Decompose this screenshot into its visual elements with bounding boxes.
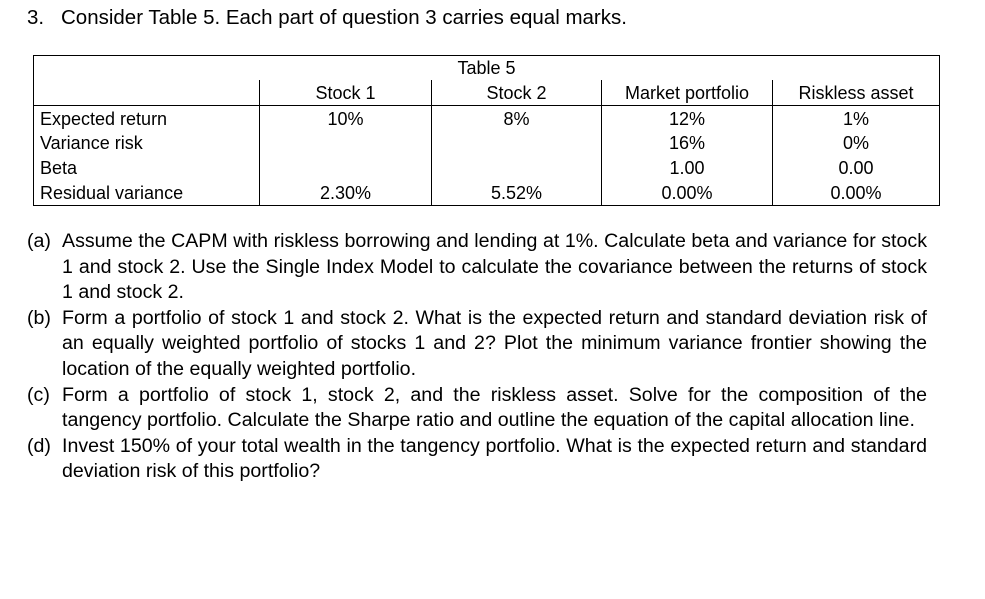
table-row-expected-return: Expected return 10% 8% 12% 1%: [33, 105, 941, 131]
table-cell: 0.00%: [601, 180, 773, 206]
table-cell: [259, 130, 432, 156]
table-cell: 10%: [259, 105, 432, 131]
table-cell: 0%: [771, 130, 941, 156]
part-text: Form a portfolio of stock 1, stock 2, an…: [62, 383, 927, 432]
part-a: (a) Assume the CAPM with riskless borrow…: [27, 229, 927, 306]
question-parts: (a) Assume the CAPM with riskless borrow…: [27, 229, 927, 485]
table-cell: 16%: [601, 130, 773, 156]
row-label: Residual variance: [33, 180, 260, 206]
part-marker: (d): [27, 434, 51, 457]
column-header-stock-2: Stock 2: [431, 80, 602, 106]
part-text: Invest 150% of your total wealth in the …: [62, 434, 927, 483]
table-5: Table 5 Stock 1 Stock 2 Market portfolio…: [32, 55, 941, 206]
column-header-market-portfolio: Market portfolio: [601, 80, 773, 106]
part-marker: (b): [27, 306, 51, 329]
table-cell: 8%: [431, 105, 602, 131]
question-text: Consider Table 5. Each part of question …: [61, 6, 627, 29]
part-c: (c) Form a portfolio of stock 1, stock 2…: [27, 383, 927, 434]
table-cell: 1%: [771, 105, 941, 131]
table-corner-cell: [33, 80, 260, 106]
table-cell: 0.00: [771, 155, 941, 181]
part-marker: (a): [27, 230, 51, 252]
table-row-variance-risk: Variance risk 16% 0%: [33, 130, 941, 156]
table-cell: [431, 155, 602, 181]
table-row-residual-variance: Residual variance 2.30% 5.52% 0.00% 0.00…: [33, 180, 941, 206]
table-cell: 2.30%: [259, 180, 432, 206]
table-caption-row: Table 5: [32, 55, 941, 80]
question-number: 3.: [27, 6, 45, 29]
question-heading: 3. Consider Table 5. Each part of questio…: [27, 6, 627, 30]
part-marker: (c): [27, 383, 50, 406]
part-b: (b) Form a portfolio of stock 1 and stoc…: [27, 306, 927, 383]
row-label: Expected return: [33, 105, 260, 131]
table-cell: [431, 130, 602, 156]
table-cell: [259, 155, 432, 181]
part-text: Form a portfolio of stock 1 and stock 2.…: [62, 306, 927, 380]
row-label: Beta: [33, 155, 260, 181]
table-cell: 0.00%: [771, 180, 941, 206]
column-header-riskless-asset: Riskless asset: [771, 80, 941, 106]
table-caption: Table 5: [32, 55, 941, 80]
table-cell: 12%: [601, 105, 773, 131]
table-header-row: Stock 1 Stock 2 Market portfolio Riskles…: [33, 80, 941, 106]
table-row-beta: Beta 1.00 0.00: [33, 155, 941, 181]
part-d: (d) Invest 150% of your total wealth in …: [27, 434, 927, 485]
part-text: Assume the CAPM with riskless borrowing …: [62, 230, 927, 304]
table-cell: 1.00: [601, 155, 773, 181]
row-label: Variance risk: [33, 130, 260, 156]
table-cell: 5.52%: [431, 180, 602, 206]
column-header-stock-1: Stock 1: [259, 80, 432, 106]
